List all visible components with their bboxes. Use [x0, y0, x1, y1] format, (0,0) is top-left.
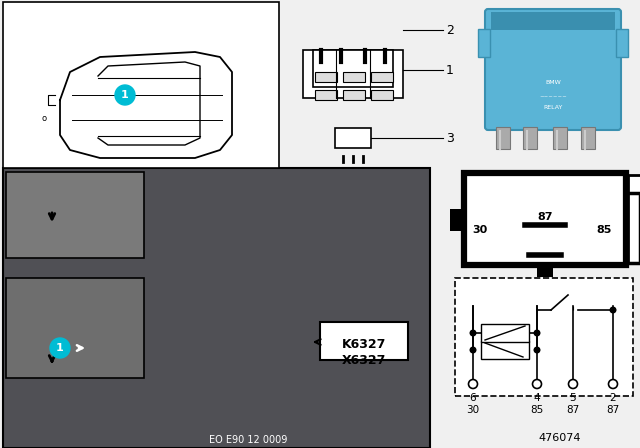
Bar	[315, 90, 337, 100]
Text: 87: 87	[606, 405, 620, 415]
Bar	[581, 127, 595, 149]
Bar	[523, 127, 537, 149]
Bar	[313, 50, 393, 86]
Text: 30: 30	[467, 405, 479, 415]
Text: 87: 87	[566, 405, 580, 415]
Text: 1: 1	[56, 343, 64, 353]
Bar	[320, 322, 408, 360]
Text: 30: 30	[472, 225, 487, 235]
Circle shape	[470, 346, 477, 353]
Text: 85: 85	[596, 225, 611, 235]
Bar	[553, 127, 567, 149]
Bar	[481, 341, 529, 359]
Text: 1: 1	[446, 64, 454, 77]
Bar	[464, 173, 626, 265]
Bar	[6, 172, 144, 258]
Text: EO E90 12 0009: EO E90 12 0009	[209, 435, 287, 445]
Text: 85: 85	[531, 405, 543, 415]
Circle shape	[532, 379, 541, 388]
Bar	[450, 209, 464, 231]
Text: 2: 2	[610, 393, 616, 403]
Bar	[491, 12, 615, 30]
Text: ~~~~~~: ~~~~~~	[539, 95, 567, 99]
Text: 5: 5	[570, 393, 576, 403]
Bar	[315, 72, 337, 82]
Text: K6327: K6327	[342, 337, 386, 350]
Text: 87: 87	[537, 212, 553, 222]
Bar	[343, 72, 365, 82]
Text: BMW: BMW	[545, 79, 561, 85]
Text: 476074: 476074	[539, 433, 581, 443]
Bar	[335, 128, 371, 148]
Circle shape	[50, 338, 70, 358]
Text: 4: 4	[534, 393, 540, 403]
Bar	[626, 209, 640, 231]
Bar	[481, 324, 529, 342]
Circle shape	[470, 329, 477, 336]
Bar	[3, 168, 430, 448]
Circle shape	[609, 379, 618, 388]
Text: o: o	[42, 113, 47, 122]
Bar	[6, 278, 144, 378]
Bar	[478, 29, 490, 57]
Bar	[616, 29, 628, 57]
Bar	[343, 90, 365, 100]
Bar	[628, 175, 640, 263]
Bar	[455, 278, 633, 396]
Circle shape	[609, 306, 616, 314]
Text: 1: 1	[121, 90, 129, 100]
Circle shape	[568, 379, 577, 388]
Text: 6: 6	[470, 393, 476, 403]
Text: RELAY: RELAY	[543, 104, 563, 109]
Text: 87: 87	[537, 266, 553, 276]
Circle shape	[468, 379, 477, 388]
Bar	[303, 50, 403, 98]
Bar	[371, 90, 393, 100]
Bar	[371, 72, 393, 82]
FancyBboxPatch shape	[485, 9, 621, 130]
Circle shape	[534, 329, 541, 336]
Text: X6327: X6327	[342, 353, 386, 366]
Circle shape	[115, 85, 135, 105]
Circle shape	[534, 346, 541, 353]
Text: 3: 3	[446, 132, 454, 145]
Bar	[3, 2, 279, 168]
Text: 2: 2	[446, 23, 454, 36]
Bar	[496, 127, 510, 149]
Bar	[537, 265, 553, 277]
